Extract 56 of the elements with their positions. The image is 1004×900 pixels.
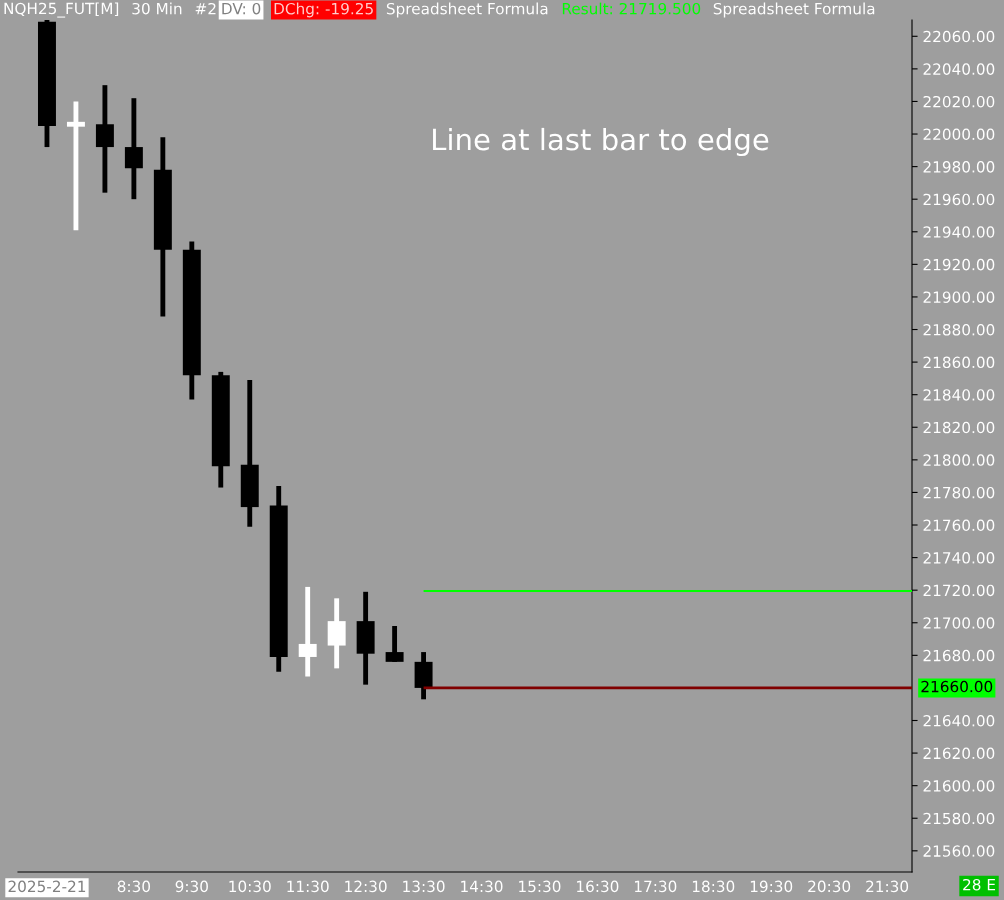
y-tick-label: 21860.00 [923,356,995,369]
candlestick [298,586,317,677]
candlestick [66,101,85,231]
y-tick-label: 21720.00 [923,584,995,597]
text: Spreadsheet Formula [386,2,548,18]
x-tick-label: 15:30 [519,880,561,893]
text: Result: 21719.500 [562,2,701,15]
y-tick-label: 21600.00 [923,780,995,792]
y-tick-label: 22060.00 [923,30,995,43]
text: DV: 0 [222,2,261,15]
y-tick-label: 21740.00 [923,552,995,564]
y-tick-label: 22000.00 [923,128,995,141]
y-tick-label: 21620.00 [923,747,995,760]
text: 28 E [963,878,996,891]
ref-line-label: 21660.00 [921,680,993,693]
text: Spreadsheet Formula [713,2,875,18]
text: NQH25_FUT[M] [4,2,119,18]
y-tick-label: 21560.00 [923,845,995,857]
x-tick-label: 8:30 [117,880,151,893]
x-tick-label: 10:30 [229,880,271,893]
y-tick-label: 21840.00 [923,389,995,401]
y-tick-label: 21820.00 [923,421,995,434]
x-tick-label: 18:30 [692,880,735,893]
y-tick-label: 21680.00 [923,649,995,662]
y-tick-label: 22020.00 [923,95,995,108]
candlestick [385,626,404,662]
y-tick-label: 21900.00 [923,291,995,303]
y-tick-label: 21800.00 [923,454,995,466]
candlestick [124,98,143,200]
x-tick-label: 14:30 [461,880,503,893]
y-tick-label: 21700.00 [923,617,995,629]
x-tick-label: 2025-2-21 [8,880,86,893]
x-tick-label: 12:30 [345,880,387,893]
text: DChg: -19.25 [274,2,373,18]
x-tick-label: 19:30 [750,880,793,893]
y-tick-label: 21920.00 [923,258,995,271]
y-tick-label: 22040.00 [923,63,995,75]
x-tick-label: 16:30 [577,880,619,893]
y-tick-label: 21780.00 [923,486,995,499]
y-tick-label: 21880.00 [923,323,995,336]
x-tick-label: 9:30 [175,880,208,893]
x-tick-label: 13:30 [403,880,445,893]
y-tick-label: 21960.00 [923,193,995,206]
y-tick-label: 21760.00 [923,519,995,532]
y-tick-label: 21640.00 [923,714,995,727]
x-tick-label: 17:30 [634,880,677,893]
y-tick-label: 21980.00 [923,161,995,173]
x-tick-label: 21:30 [866,880,909,893]
y-tick-label: 21940.00 [923,226,995,238]
text: 30 Min [132,2,182,15]
text: #2 [195,2,216,15]
x-tick-label: 20:30 [808,880,851,893]
y-tick-label: 21580.00 [923,812,995,825]
candlestick [95,85,114,193]
annotation: Line at last bar to edge [433,127,769,157]
x-tick-label: 11:30 [287,880,329,893]
